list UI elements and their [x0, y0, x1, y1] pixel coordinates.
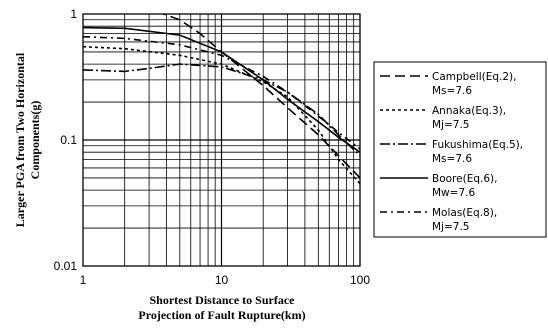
- legend-label-2-line-2: Mj=7.5: [432, 119, 469, 131]
- y-axis-label-line-2: Components(g): [28, 101, 42, 180]
- series-line-5: [83, 35, 360, 150]
- legend-label-5: Molas(Eq.8),: [432, 207, 497, 219]
- x-axis-label-line-2: Projection of Fault Rupture(km): [138, 308, 305, 322]
- x-tick-label: 10: [215, 273, 229, 287]
- series-line-3: [83, 63, 360, 157]
- legend-label-3: Fukushima(Eq.5),: [432, 139, 523, 151]
- legend-label-1: Campbell(Eq.2),: [432, 71, 516, 83]
- axis-labels: Shortest Distance to Surface Projection …: [13, 52, 306, 322]
- legend-label-4-line-2: Mw=7.6: [432, 187, 475, 199]
- plot-frame: [82, 13, 361, 267]
- legend-label-5-line-2: Mj=7.5: [432, 221, 469, 233]
- legend-label-1-line-2: Ms=7.6: [432, 85, 472, 97]
- tick-labels: 1 10 100 0.01 0.1 1: [54, 7, 371, 287]
- legend: Campbell(Eq.2), Ms=7.6 Annaka(Eq.3), Mj=7.5…: [380, 71, 523, 233]
- legend-label-3-line-2: Ms=7.6: [432, 153, 472, 165]
- legend-box: [373, 61, 547, 238]
- y-tick-label: 1: [70, 7, 77, 21]
- y-axis-label-line-1: Larger PGA from Two Horizontal: [13, 52, 27, 227]
- series-lines: [83, 14, 360, 185]
- series-line-4: [83, 26, 360, 153]
- legend-label-4: Boore(Eq.6),: [432, 173, 497, 185]
- x-tick-label: 100: [350, 273, 370, 287]
- x-axis-label-line-1: Shortest Distance to Surface: [150, 293, 296, 307]
- series-line-2: [83, 45, 360, 185]
- x-tick-label: 1: [80, 273, 87, 287]
- legend-label-2: Annaka(Eq.3),: [432, 105, 506, 117]
- y-tick-label: 0.01: [54, 259, 78, 273]
- y-tick-label: 0.1: [60, 133, 77, 147]
- grid-lines: [83, 14, 360, 266]
